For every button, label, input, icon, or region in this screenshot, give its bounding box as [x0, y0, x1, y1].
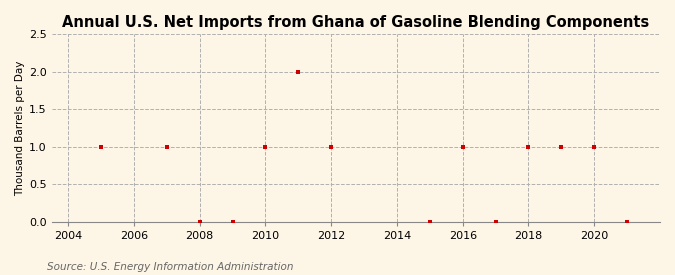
- Point: [96, 144, 107, 149]
- Point: [556, 144, 567, 149]
- Point: [161, 144, 172, 149]
- Point: [326, 144, 337, 149]
- Point: [622, 219, 632, 224]
- Point: [227, 219, 238, 224]
- Point: [589, 144, 599, 149]
- Point: [260, 144, 271, 149]
- Point: [523, 144, 534, 149]
- Text: Source: U.S. Energy Information Administration: Source: U.S. Energy Information Administ…: [47, 262, 294, 272]
- Point: [293, 69, 304, 74]
- Point: [490, 219, 501, 224]
- Y-axis label: Thousand Barrels per Day: Thousand Barrels per Day: [15, 60, 25, 196]
- Title: Annual U.S. Net Imports from Ghana of Gasoline Blending Components: Annual U.S. Net Imports from Ghana of Ga…: [62, 15, 649, 30]
- Point: [425, 219, 435, 224]
- Point: [194, 219, 205, 224]
- Point: [458, 144, 468, 149]
